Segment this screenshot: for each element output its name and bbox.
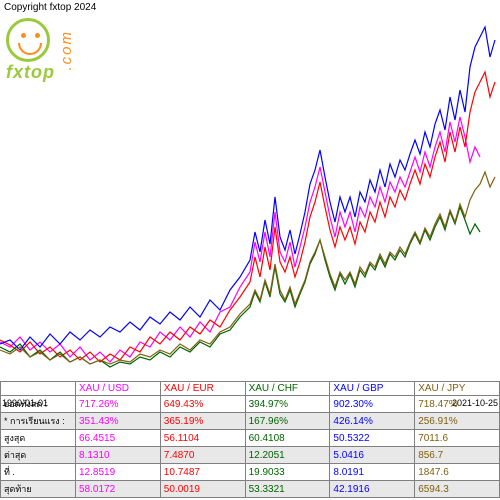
table-cell: 256.91% (415, 413, 500, 430)
table-cell: 1847.6 (415, 464, 500, 481)
table-cell: 10.7487 (160, 464, 245, 481)
price-chart (0, 12, 500, 397)
table-cell: 426.14% (330, 413, 415, 430)
table-cell: 167.96% (245, 413, 330, 430)
table-cell: 50.0019 (160, 481, 245, 498)
table-cell: 649.43% (160, 396, 245, 413)
series-eur (0, 72, 495, 362)
row-label: ต่าสุด (1, 447, 76, 464)
table-cell: 58.0172 (76, 481, 161, 498)
table-cell: 50.5322 (330, 430, 415, 447)
table-cell: 5.0416 (330, 447, 415, 464)
row-label: สุดท้าย (1, 481, 76, 498)
table-cell: 394.97% (245, 396, 330, 413)
table-header-cell: XAU / EUR (160, 382, 245, 396)
table-cell: 53.3321 (245, 481, 330, 498)
table-cell: 66.4515 (76, 430, 161, 447)
table-header-row: XAU / USDXAU / EURXAU / CHFXAU / GBPXAU … (1, 382, 500, 396)
data-table: XAU / USDXAU / EURXAU / CHFXAU / GBPXAU … (0, 381, 500, 498)
table-cell: 42.1916 (330, 481, 415, 498)
table-row: สุดท้าย58.017250.001953.332142.19166594.… (1, 481, 500, 498)
table-row: ที่ .12.851910.748719.90338.01911847.6 (1, 464, 500, 481)
table-cell: 351.43% (76, 413, 161, 430)
table-cell: 717.26% (76, 396, 161, 413)
table-cell: 718.47% (415, 396, 500, 413)
table-cell: 7011.6 (415, 430, 500, 447)
row-label: ยอดท้งสด : (1, 396, 76, 413)
row-label: สูงสุด (1, 430, 76, 447)
table-cell: 19.9033 (245, 464, 330, 481)
series-usd (0, 117, 480, 362)
table-cell: 7.4870 (160, 447, 245, 464)
table-cell: 856.7 (415, 447, 500, 464)
table-row: ต่าสุด8.13107.487012.20515.0416856.7 (1, 447, 500, 464)
table-cell: 12.2051 (245, 447, 330, 464)
table-header-cell: XAU / GBP (330, 382, 415, 396)
table-corner-cell (1, 382, 76, 396)
row-label: * การเรียนแรง : (1, 413, 76, 430)
table-header-cell: XAU / USD (76, 382, 161, 396)
data-table-wrapper: XAU / USDXAU / EURXAU / CHFXAU / GBPXAU … (0, 381, 500, 498)
table-header-cell: XAU / CHF (245, 382, 330, 396)
table-row: ยอดท้งสด :717.26%649.43%394.97%902.30%71… (1, 396, 500, 413)
table-cell: 56.1104 (160, 430, 245, 447)
table-cell: 902.30% (330, 396, 415, 413)
series-gbp (0, 27, 495, 350)
table-cell: 8.1310 (76, 447, 161, 464)
table-cell: 60.4108 (245, 430, 330, 447)
table-row: สูงสุด66.451556.110460.410850.53227011.6 (1, 430, 500, 447)
table-header-cell: XAU / JPY (415, 382, 500, 396)
table-row: * การเรียนแรง :351.43%365.19%167.96%426.… (1, 413, 500, 430)
row-label: ที่ . (1, 464, 76, 481)
table-cell: 6594.3 (415, 481, 500, 498)
table-cell: 365.19% (160, 413, 245, 430)
table-cell: 12.8519 (76, 464, 161, 481)
table-cell: 8.0191 (330, 464, 415, 481)
